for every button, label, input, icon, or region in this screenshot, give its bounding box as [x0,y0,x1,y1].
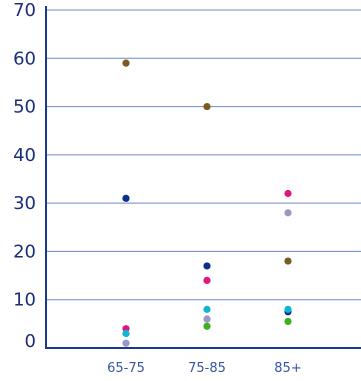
y-tick-labels: 0 10 20 30 40 50 60 70 [13,0,36,352]
y-tick-label: 0 [25,331,36,352]
data-point [122,194,130,202]
data-point [284,189,292,198]
y-tick-label: 70 [13,0,36,21]
data-point [284,317,292,326]
y-tick-label: 30 [13,193,36,214]
data-point [284,305,292,313]
y-tick-label: 40 [13,145,36,166]
data-point [203,102,211,111]
axes [45,6,361,349]
y-tick-label: 10 [13,290,36,311]
data-point [122,59,130,67]
x-tick-labels: 65-75 75-85 85+ [107,361,302,376]
data-point [203,276,211,284]
data-points [122,59,292,347]
data-point [284,209,292,217]
data-point [122,339,130,347]
x-tick-label: 85+ [274,361,301,376]
data-point [203,262,211,270]
data-point [284,257,292,265]
x-tick-label: 65-75 [107,361,145,376]
grid-lines [46,9,361,301]
y-tick-label: 50 [13,97,36,118]
data-point [203,305,211,313]
data-point [203,322,211,330]
data-point [203,315,211,323]
y-tick-label: 60 [13,48,36,69]
y-tick-label: 20 [13,241,36,262]
x-tick-label: 75-85 [188,361,226,376]
data-point [122,329,130,338]
